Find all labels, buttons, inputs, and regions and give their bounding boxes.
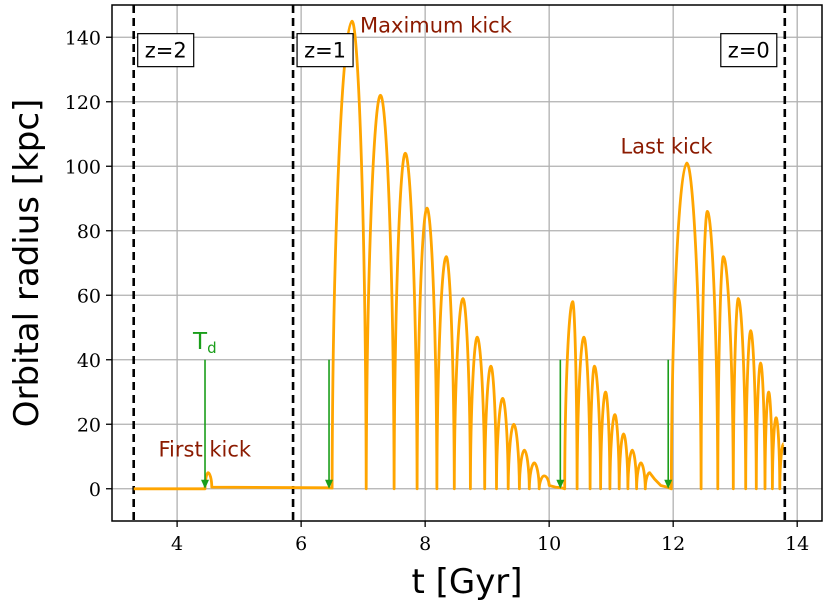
redshift-label: z=1 [304, 39, 346, 63]
y-tick-label: 0 [89, 479, 101, 501]
arrow-head [556, 479, 565, 489]
x-tick-label: 14 [785, 533, 809, 555]
green-arrows [201, 359, 673, 489]
arrow-head [664, 479, 673, 489]
y-axis-title: Orbital radius [kpc] [7, 99, 47, 428]
redshift-markers [132, 5, 787, 521]
kick-annotation: Maximum kick [360, 13, 513, 37]
y-tick-label: 80 [77, 221, 101, 243]
y-tick-label: 40 [77, 350, 101, 372]
redshift-label: z=2 [145, 39, 187, 63]
y-tick-label: 140 [65, 27, 101, 49]
plot-frame [111, 4, 823, 522]
td-main: T [192, 329, 208, 355]
kick-annotation: First kick [159, 438, 252, 462]
x-axis-title: t [Gyr] [411, 562, 522, 602]
series-layer [133, 19, 785, 491]
kick-annotation: Last kick [620, 134, 713, 158]
x-tick-label: 4 [171, 533, 183, 555]
x-tick-label: 12 [661, 533, 685, 555]
arrow-head [325, 479, 334, 489]
redshift-label-box [137, 33, 195, 68]
redshift-label-box [296, 33, 354, 68]
y-tick-label: 20 [77, 414, 101, 436]
td-label: Td [192, 329, 217, 357]
redshift-label: z=0 [728, 39, 770, 63]
annotations: z=2 z=1 z=0 Td First kick Maximum kick Last ki… [137, 13, 778, 462]
td-subscript: d [207, 339, 217, 357]
redshift-label-box [720, 33, 778, 68]
y-tick-label: 120 [65, 92, 101, 114]
grid-lines [112, 5, 822, 521]
x-tick-label: 6 [295, 533, 307, 555]
arrow-head [201, 479, 210, 489]
x-tick-label: 8 [419, 533, 431, 555]
y-tick-label: 60 [77, 285, 101, 307]
y-tick-label: 100 [65, 156, 101, 178]
orbital-radius-line [133, 19, 785, 491]
x-tick-label: 10 [537, 533, 561, 555]
